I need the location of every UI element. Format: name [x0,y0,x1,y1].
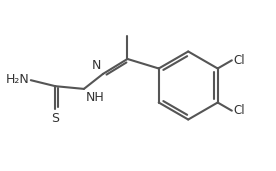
Text: H₂N: H₂N [6,73,30,86]
Text: Cl: Cl [233,104,245,117]
Text: N: N [91,59,101,72]
Text: Cl: Cl [233,54,245,67]
Text: NH: NH [85,91,104,104]
Text: S: S [51,112,59,125]
